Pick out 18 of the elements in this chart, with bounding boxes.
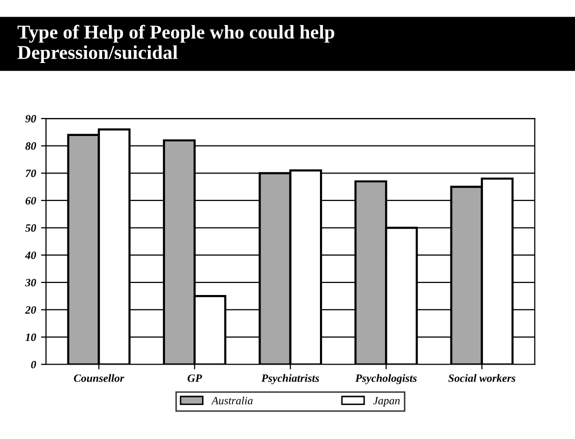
- y-tick-label: 50: [25, 224, 36, 232]
- x-tick-label: Psychiatrists: [261, 374, 320, 384]
- legend-label: Japan: [373, 396, 400, 407]
- x-tick-label: Psychologists: [355, 374, 417, 384]
- y-tick-label: 60: [26, 196, 36, 204]
- x-tick-label: GP: [188, 374, 202, 382]
- x-tick-label: Social workers: [448, 374, 516, 382]
- y-tick-label: 70: [26, 170, 36, 178]
- y-tick-label: 0: [31, 360, 36, 368]
- y-tick-label: 10: [25, 334, 36, 342]
- legend-label: Australia: [211, 396, 253, 404]
- y-tick-label: 20: [25, 306, 36, 314]
- y-tick-label: 90: [25, 114, 36, 122]
- y-tick-label: 40: [24, 252, 36, 260]
- x-tick-label: Counsellor: [74, 374, 124, 382]
- chart-title: Type of Help of People who could help Depression/suicidal: [18, 24, 334, 64]
- y-tick-label: 30: [25, 278, 36, 286]
- y-tick-label: 80: [25, 142, 36, 150]
